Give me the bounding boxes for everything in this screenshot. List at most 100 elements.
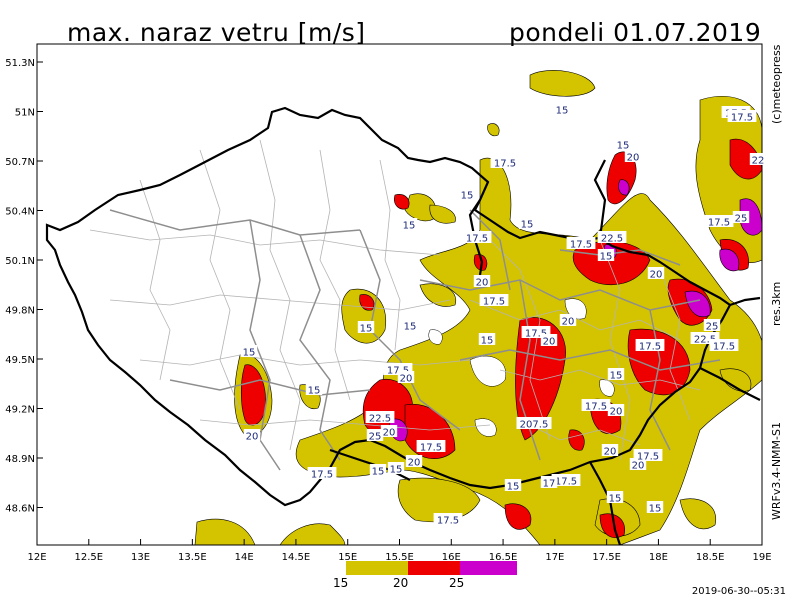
contour-label-bg bbox=[566, 237, 596, 249]
contour-label: 22 bbox=[752, 156, 765, 167]
legend-swatch-25 bbox=[460, 561, 517, 575]
contour-label-bg bbox=[380, 425, 398, 437]
lon-tick-label: 12E bbox=[27, 552, 46, 563]
contour-label: 17 bbox=[543, 479, 556, 490]
contour-label: 20 bbox=[383, 428, 396, 439]
legend-label-15: 15 bbox=[333, 576, 349, 590]
legend-label-25: 25 bbox=[449, 576, 465, 590]
contour-label-bg bbox=[458, 188, 476, 200]
contour-label-bg bbox=[607, 404, 625, 416]
contour-label-bg bbox=[405, 455, 423, 467]
contour-label: 17.5 bbox=[637, 452, 659, 463]
contour-label-bg bbox=[633, 449, 663, 461]
contour-label: 15 bbox=[461, 191, 474, 202]
contour-label-bg bbox=[397, 371, 415, 383]
contour-label: 20 bbox=[632, 461, 645, 472]
contour-label: 15 bbox=[649, 504, 662, 515]
model-label: WRFv3.4-NMM-S1 bbox=[770, 422, 783, 520]
lat-tick-label: 51.3N bbox=[5, 58, 35, 69]
lon-tick-label: 15E bbox=[338, 552, 357, 563]
lon-tick-label: 13.5E bbox=[178, 552, 207, 563]
contour-label: 15 bbox=[507, 482, 520, 493]
district-borders bbox=[89, 139, 701, 461]
copyright-label: (c)meteopress bbox=[770, 44, 783, 124]
contour-label-bg bbox=[597, 249, 615, 261]
contour-label-bg bbox=[416, 440, 446, 452]
contour-label: 15 bbox=[243, 348, 256, 359]
contour-label: 20 bbox=[408, 458, 421, 469]
resolution-label: res.3km bbox=[770, 281, 783, 326]
contour-label: 15 bbox=[521, 220, 534, 231]
contour-label-bg bbox=[240, 345, 258, 357]
contour-label: 17.5 bbox=[525, 329, 547, 340]
contour-label: 25 bbox=[369, 432, 382, 443]
contour-label-bg bbox=[559, 314, 577, 326]
contour-label: 17.5 bbox=[420, 443, 442, 454]
contour-label: 15 bbox=[404, 322, 417, 333]
gust-25-area bbox=[389, 179, 762, 442]
contour-label: 207.5 bbox=[520, 420, 549, 431]
lon-tick-label: 17.5E bbox=[592, 552, 621, 563]
contour-label-bg bbox=[709, 339, 739, 351]
contour-label-bg bbox=[478, 333, 496, 345]
contour-labels: 17.51515201517.5151517.522.520222517.520… bbox=[240, 103, 767, 527]
lon-tick-label: 15.5E bbox=[385, 552, 414, 563]
lon-tick-label: 17E bbox=[545, 552, 564, 563]
lon-tick-label: 16.5E bbox=[489, 552, 518, 563]
lon-tick-label: 19E bbox=[752, 552, 771, 563]
lon-tick-label: 18E bbox=[649, 552, 668, 563]
contour-label: 17.5 bbox=[713, 342, 735, 353]
contour-label: 17.5 bbox=[731, 113, 753, 124]
contour-label: 15 bbox=[609, 494, 622, 505]
contour-label: 15 bbox=[360, 324, 373, 335]
lat-tick-label: 49.5N bbox=[5, 355, 35, 366]
sub-15-holes bbox=[428, 298, 615, 437]
lat-tick-label: 51N bbox=[15, 108, 35, 119]
contour-label: 15 bbox=[390, 465, 403, 476]
longitude-axis: 12E 12.5E 13E 13.5E 14E 14.5E 15E 15.5E 16E 16.5E… bbox=[27, 539, 772, 563]
run-timestamp: 2019-06-30--05:31 bbox=[691, 586, 786, 597]
contour-label: 17.5 bbox=[570, 240, 592, 251]
contour-label-bg bbox=[749, 153, 767, 165]
lat-tick-label: 48.6N bbox=[5, 504, 35, 515]
contour-label-bg bbox=[727, 110, 757, 122]
region-borders bbox=[109, 209, 721, 471]
contour-label-bg bbox=[607, 368, 625, 380]
contour-label: 17.5 bbox=[311, 470, 333, 481]
contour-label-bg bbox=[366, 429, 384, 441]
contour-label-bg bbox=[462, 231, 492, 243]
contour-label: 15 bbox=[556, 106, 569, 117]
contour-label: 15 bbox=[372, 467, 385, 478]
contour-label-bg bbox=[646, 501, 664, 513]
contour-label-bg bbox=[647, 267, 665, 279]
contour-label-bg bbox=[614, 138, 632, 150]
contour-label-bg bbox=[732, 211, 750, 223]
contour-label: 20 bbox=[246, 432, 259, 443]
contour-label: 17.5 bbox=[494, 159, 516, 170]
contour-label-bg bbox=[624, 150, 642, 162]
contour-label-bg bbox=[401, 319, 419, 331]
contour-label: 20 bbox=[562, 317, 575, 328]
legend-swatch-15 bbox=[346, 561, 408, 575]
contour-label: 15 bbox=[403, 221, 416, 232]
contour-label-bg bbox=[490, 156, 520, 168]
contour-label: 17.5 bbox=[555, 477, 577, 488]
contour-label: 22.5 bbox=[601, 234, 623, 245]
lon-tick-label: 14.5E bbox=[282, 552, 311, 563]
map-title: max. naraz vetru [m/s] bbox=[67, 18, 366, 47]
forecast-field bbox=[45, 70, 762, 545]
contour-label: 20 bbox=[650, 270, 663, 281]
contour-label: 25 bbox=[735, 214, 748, 225]
contour-label: 17.5 bbox=[437, 516, 459, 527]
contour-label: 20 bbox=[610, 407, 623, 418]
lat-tick-label: 48.9N bbox=[5, 454, 35, 465]
contour-label-bg bbox=[703, 319, 721, 331]
lat-tick-label: 49.8N bbox=[5, 306, 35, 317]
contour-label: 25 bbox=[706, 322, 719, 333]
contour-label: 17.5 bbox=[483, 297, 505, 308]
lon-tick-label: 16E bbox=[442, 552, 461, 563]
contour-label-bg bbox=[581, 399, 611, 411]
contour-label-bg bbox=[635, 339, 665, 351]
contour-label: 20 bbox=[476, 278, 489, 289]
